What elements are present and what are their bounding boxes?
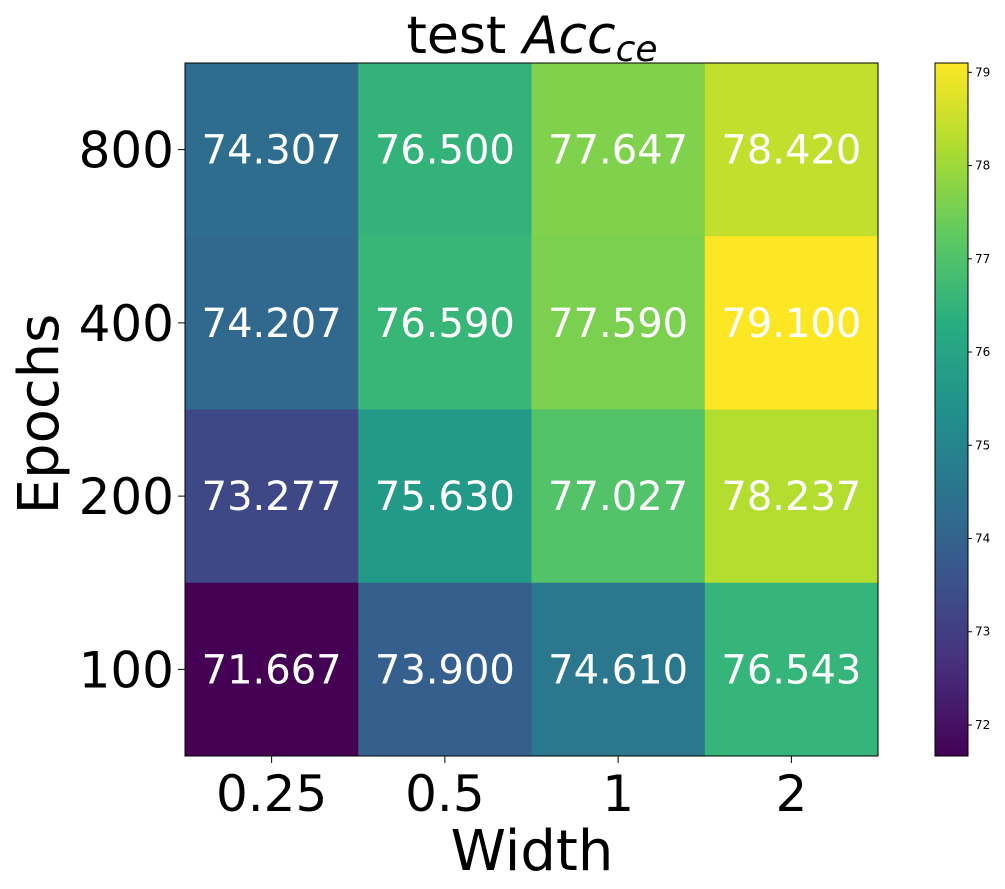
cell-value-label: 76.590 — [375, 301, 515, 347]
heatmap-cell — [531, 63, 706, 237]
heatmap-cell — [185, 63, 359, 237]
heatmap-cell — [704, 409, 879, 584]
x-tick-label: 0.5 — [405, 765, 485, 823]
colorbar-tick-label: 75 — [975, 438, 990, 452]
cell-value-label: 76.500 — [375, 128, 515, 174]
cell-value-label: 76.543 — [721, 647, 861, 693]
chart-title-math: Acc — [520, 6, 616, 66]
cell-value-label: 71.667 — [202, 647, 342, 693]
colorbar-tick-label: 79 — [975, 65, 990, 79]
x-tick-label: 0.25 — [216, 765, 327, 823]
y-tick-label: 400 — [79, 295, 174, 353]
colorbar-tick-label: 74 — [975, 531, 990, 545]
colorbar — [934, 62, 969, 757]
cell-value-label: 78.237 — [721, 474, 861, 520]
heatmap-cells — [185, 63, 879, 757]
cell-value-label: 73.900 — [375, 647, 515, 693]
colorbar-ticks: 72 73 74 75 76 77 78 79 — [968, 65, 990, 732]
y-axis-label: Epochs — [7, 314, 72, 515]
cell-value-label: 77.590 — [548, 301, 688, 347]
x-tick-label: 2 — [775, 765, 807, 823]
heatmap-cell — [531, 582, 706, 757]
heatmap-cell — [358, 63, 532, 237]
y-tick-label: 800 — [79, 122, 174, 180]
heatmap-cell — [704, 582, 879, 757]
heatmap-cell — [531, 236, 706, 410]
y-tick-label: 200 — [79, 468, 174, 526]
colorbar-tick-label: 72 — [975, 718, 990, 732]
y-axis-ticks: 800 400 200 100 — [79, 122, 185, 699]
colorbar-tick-label: 77 — [975, 252, 990, 266]
heatmap-cell — [358, 582, 532, 757]
heatmap-cell — [358, 409, 532, 584]
heatmap-cell-labels: 74.307 76.500 77.647 78.420 74.207 76.590 77.5… — [202, 128, 862, 694]
heatmap-cell — [185, 582, 359, 757]
colorbar-tick-label: 73 — [975, 625, 990, 639]
colorbar-tick-label: 78 — [975, 159, 990, 173]
x-tick-label: 1 — [602, 765, 634, 823]
chart-title-text: test — [406, 6, 522, 66]
cell-value-label: 75.630 — [375, 474, 515, 520]
cell-value-label: 74.207 — [202, 301, 342, 347]
heatmap-cell — [185, 409, 359, 584]
cell-value-label: 77.027 — [548, 474, 688, 520]
cell-value-label: 77.647 — [548, 128, 688, 174]
cell-value-label: 79.100 — [721, 301, 861, 347]
cell-value-label: 74.610 — [548, 647, 688, 693]
x-axis-label: Width — [451, 819, 614, 884]
heatmap-cell — [358, 236, 532, 410]
heatmap-cell — [531, 409, 706, 584]
cell-value-label: 78.420 — [721, 128, 861, 174]
cell-value-label: 74.307 — [202, 128, 342, 174]
x-axis-ticks: 0.25 0.5 1 2 — [216, 756, 807, 823]
y-tick-label: 100 — [79, 641, 174, 699]
heatmap-cell — [704, 63, 879, 237]
heatmap-cell — [704, 236, 879, 410]
colorbar-tick-label: 76 — [975, 345, 990, 359]
chart-title: test Accce — [406, 6, 657, 70]
heatmap-cell — [185, 236, 359, 410]
plot-frame — [184, 62, 879, 757]
cell-value-label: 73.277 — [202, 474, 342, 520]
